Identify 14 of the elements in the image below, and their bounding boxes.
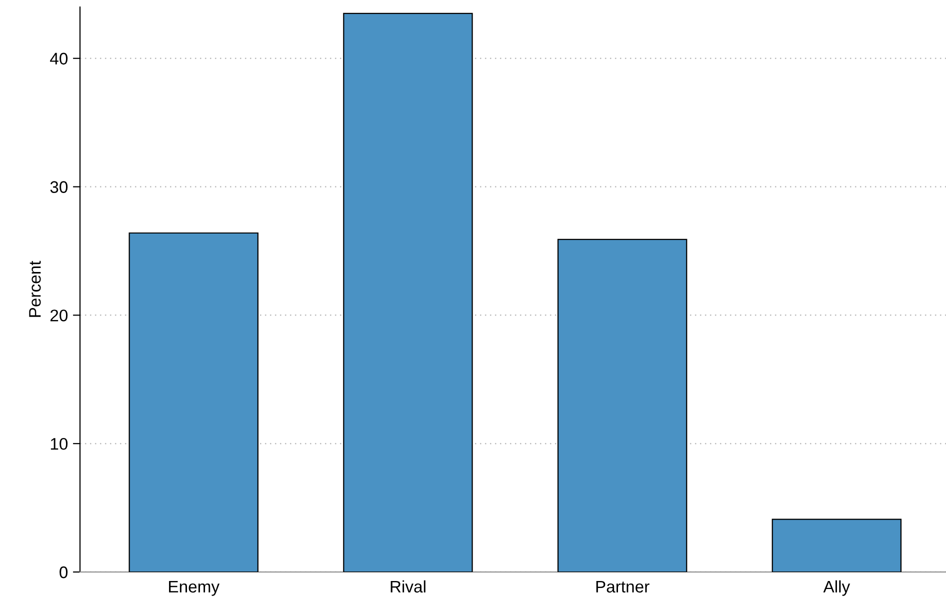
y-axis-title: Percent — [29, 260, 41, 317]
bar — [343, 12, 473, 572]
y-tick-label: 40 — [50, 52, 68, 65]
x-tick-label: Ally — [823, 580, 850, 596]
x-tick-label: Partner — [596, 580, 650, 593]
bar — [128, 232, 258, 572]
y-tick-label: 30 — [50, 181, 68, 193]
y-tick-label: 0 — [60, 566, 68, 578]
bar — [772, 518, 902, 572]
y-tick-label: 10 — [50, 438, 68, 450]
bar — [557, 238, 688, 572]
y-tick-label: 20 — [50, 310, 68, 322]
x-tick-label: Enemy — [169, 580, 220, 596]
x-tick-label: Rival — [390, 580, 426, 593]
